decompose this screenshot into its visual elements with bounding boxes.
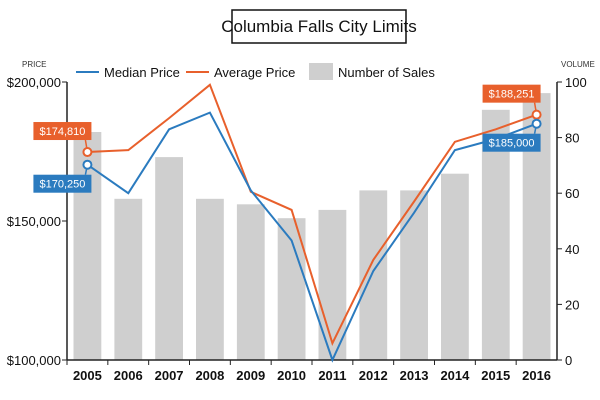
x-tick-label-2008: 2008: [195, 368, 224, 383]
x-tick-label-2010: 2010: [277, 368, 306, 383]
sales-bar-2009: [236, 204, 265, 360]
callout-box: [482, 133, 541, 152]
right-tick-label: 0: [565, 353, 572, 368]
sales-bar-2016: [522, 93, 551, 360]
callout-value: $188,251: [489, 89, 535, 101]
chart-title-box: [231, 9, 407, 44]
callout-average-2016: $188,251: [482, 84, 542, 120]
sales-bar-2008: [196, 198, 224, 360]
left-tick-label: $100,000: [7, 353, 61, 368]
x-tick-label-2015: 2015: [481, 368, 510, 383]
right-tick-label: 100: [565, 75, 587, 90]
x-tick-label-2005: 2005: [73, 368, 102, 383]
legend-median-label: Median Price: [104, 65, 180, 80]
x-tick-label-2014: 2014: [440, 368, 470, 383]
callout-point: [82, 159, 93, 170]
sales-bar-2014: [441, 173, 469, 360]
right-tick-label: 20: [565, 297, 579, 312]
price-lines: [86, 83, 537, 363]
callout-value: $174,810: [39, 126, 85, 138]
sales-bars: [73, 93, 551, 360]
callout-median-2005: $170,250: [33, 159, 93, 193]
callout-average-2005: $174,810: [33, 122, 93, 158]
callout-median-2016: $185,000: [482, 118, 542, 152]
value-callouts: $174,810 $170,250 $188,251 $185,000: [33, 84, 542, 193]
right-tick-label: 40: [565, 242, 579, 257]
legend: Median Price Average Price Number of Sal…: [76, 63, 435, 80]
legend-sales-swatch: [309, 63, 333, 80]
x-tick-label-2007: 2007: [155, 368, 184, 383]
sales-bar-2013: [400, 190, 428, 360]
right-tick-label: 60: [565, 186, 579, 201]
right-tick-label: 80: [565, 131, 579, 146]
callout-value: $170,250: [39, 179, 85, 191]
legend-average-label: Average Price: [214, 65, 295, 80]
axes: $100,000 $150,000 $200,000 0 20 40 60 80 100 2005…: [7, 75, 587, 383]
callout-point: [82, 147, 93, 158]
x-tick-label-2012: 2012: [359, 368, 388, 383]
callout-box: [33, 174, 92, 193]
left-tick-label: $200,000: [7, 75, 61, 90]
x-tick-label-2013: 2013: [400, 368, 429, 383]
x-tick-label-2016: 2016: [522, 368, 551, 383]
x-tick-label-2009: 2009: [236, 368, 265, 383]
callout-box: [33, 122, 92, 141]
sales-bar-2006: [114, 198, 143, 360]
sales-bar-2007: [155, 157, 183, 360]
average-price-line: [87, 83, 537, 347]
chart-title: Columbia Falls City Limits: [221, 9, 417, 44]
x-tick-label-2006: 2006: [114, 368, 143, 383]
right-axis-caption: VOLUME: [561, 60, 595, 69]
left-tick-label: $150,000: [7, 214, 61, 229]
callout-point: [531, 118, 542, 129]
sales-bar-2012: [359, 190, 388, 360]
median-price-line: [86, 111, 537, 363]
callout-point: [531, 109, 542, 120]
callout-value: $185,000: [489, 138, 535, 150]
callout-box: [482, 84, 541, 103]
x-tick-label-2011: 2011: [318, 368, 346, 383]
left-axis-caption: PRICE: [22, 60, 46, 69]
chart-title-text: Columbia Falls City Limits: [221, 17, 417, 36]
legend-sales-label: Number of Sales: [338, 65, 435, 80]
